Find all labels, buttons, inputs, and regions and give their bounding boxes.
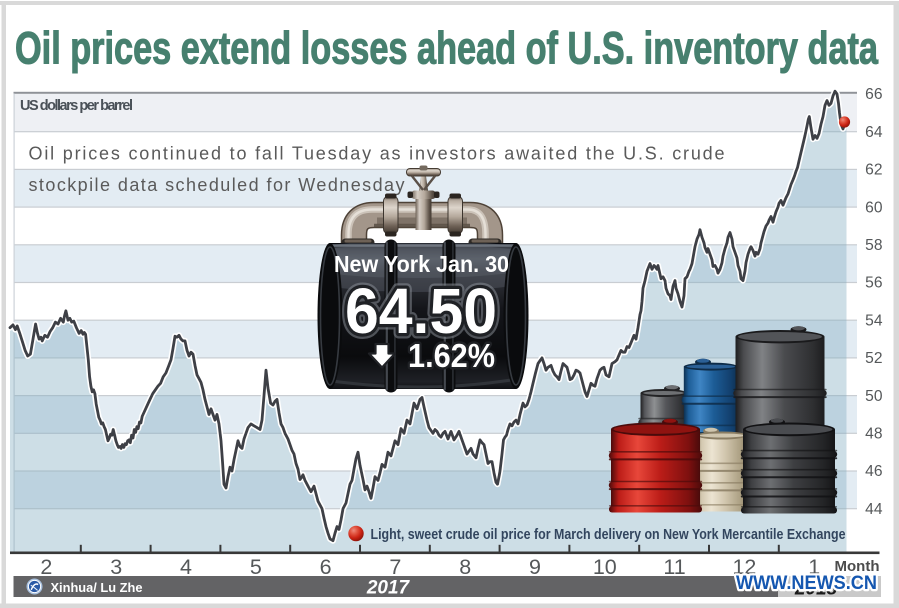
svg-text:WWW.NEWS.CN: WWW.NEWS.CN xyxy=(736,572,877,594)
svg-text:50: 50 xyxy=(865,388,883,405)
svg-text:4: 4 xyxy=(180,555,192,579)
svg-text:7: 7 xyxy=(389,555,401,579)
svg-text:60: 60 xyxy=(865,199,883,216)
svg-text:3: 3 xyxy=(110,555,122,579)
svg-text:64.50: 64.50 xyxy=(345,275,497,347)
svg-text:5: 5 xyxy=(250,555,262,579)
svg-text:52: 52 xyxy=(865,350,882,367)
svg-text:Xinhua/ Lu Zhe: Xinhua/ Lu Zhe xyxy=(51,580,143,595)
svg-text:2017: 2017 xyxy=(366,578,411,599)
svg-text:11: 11 xyxy=(663,555,685,579)
svg-text:Light, sweet crude oil price f: Light, sweet crude oil price for March d… xyxy=(371,527,846,543)
svg-text:9: 9 xyxy=(529,555,541,579)
svg-text:64.50: 64.50 xyxy=(345,275,497,347)
svg-text:Month: Month xyxy=(835,558,880,575)
svg-text:Oil prices continued to fall T: Oil prices continued to fall Tuesday as … xyxy=(29,143,728,163)
svg-text:8: 8 xyxy=(459,555,471,579)
svg-text:56: 56 xyxy=(865,275,882,292)
svg-text:58: 58 xyxy=(865,237,882,254)
svg-text:10: 10 xyxy=(593,555,617,579)
svg-text:64.50: 64.50 xyxy=(345,275,497,347)
svg-text:64: 64 xyxy=(865,124,883,141)
svg-text:46: 46 xyxy=(865,463,882,480)
svg-text:2018: 2018 xyxy=(794,579,838,600)
svg-text:1.62%: 1.62% xyxy=(408,337,495,374)
svg-text:54: 54 xyxy=(865,312,883,329)
svg-text:New York Jan. 30: New York Jan. 30 xyxy=(334,251,509,277)
svg-text:2: 2 xyxy=(40,555,52,579)
svg-text:12: 12 xyxy=(732,555,756,579)
svg-text:6: 6 xyxy=(320,555,332,579)
svg-text:Oil prices extend losses ahead: Oil prices extend losses ahead of U.S. i… xyxy=(15,23,879,74)
svg-text:stockpile data scheduled for W: stockpile data scheduled for Wednesday xyxy=(29,175,408,195)
svg-text:1.62%: 1.62% xyxy=(408,337,495,374)
svg-text:48: 48 xyxy=(865,426,882,443)
svg-text:1: 1 xyxy=(808,555,820,579)
svg-text:US dollars per barrel: US dollars per barrel xyxy=(20,98,133,114)
svg-text:62: 62 xyxy=(865,162,882,179)
svg-text:44: 44 xyxy=(865,501,883,518)
svg-text:66: 66 xyxy=(865,86,882,103)
